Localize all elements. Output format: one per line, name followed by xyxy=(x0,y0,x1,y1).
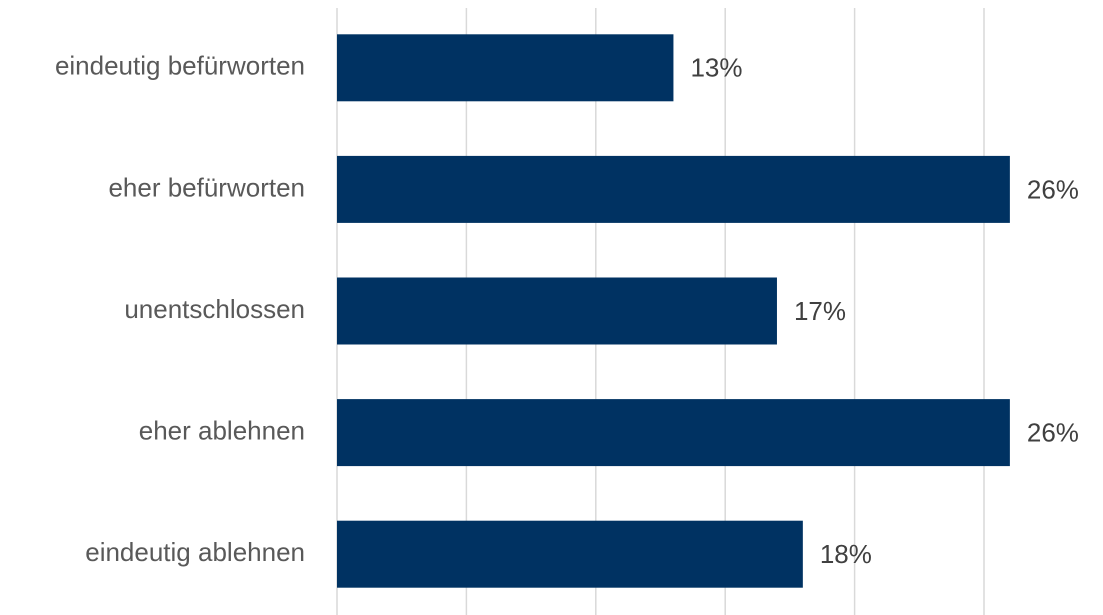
data-label: 13% xyxy=(690,53,742,83)
data-label: 18% xyxy=(820,539,872,569)
bar xyxy=(337,520,803,588)
data-label: 26% xyxy=(1027,174,1079,204)
data-label: 26% xyxy=(1027,417,1079,447)
y-tick-label: eher ablehnen xyxy=(139,415,305,445)
y-tick-label: eindeutig ablehnen xyxy=(85,537,305,567)
bar xyxy=(337,155,1010,223)
bar xyxy=(337,34,674,102)
y-tick-label: eindeutig befürworten xyxy=(55,51,305,81)
y-tick-label: unentschlossen xyxy=(124,294,305,324)
bar xyxy=(337,277,777,345)
bar xyxy=(337,399,1010,467)
data-label: 17% xyxy=(794,296,846,326)
y-tick-label: eher befürworten xyxy=(108,172,305,202)
